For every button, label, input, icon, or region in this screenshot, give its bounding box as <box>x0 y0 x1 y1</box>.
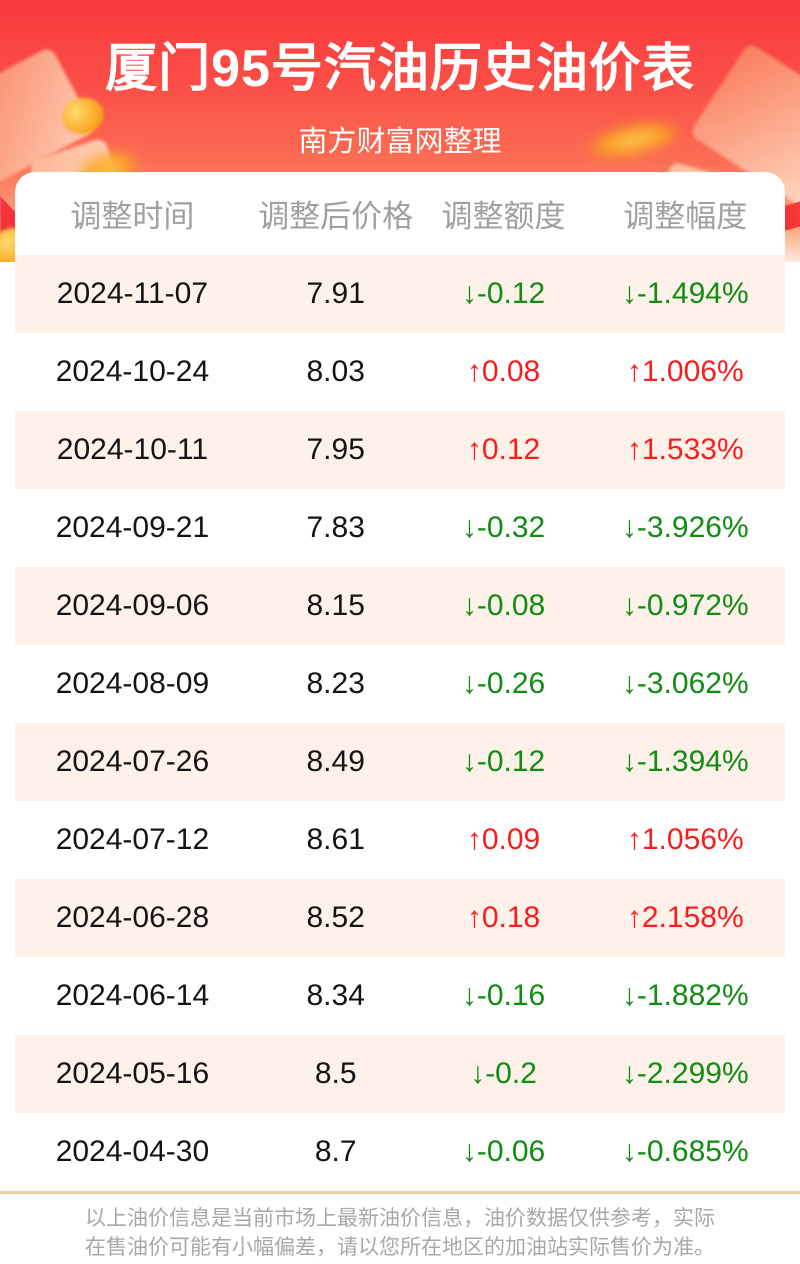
adjusted-price-cell: 7.83 <box>306 511 365 544</box>
adjust-amount-cell: ↓-0.32 <box>461 511 546 544</box>
disclaimer-line-1: 以上油价信息是当前市场上最新油价信息，油价数据仅供参考，实际 <box>85 1207 715 1230</box>
adjust-date-cell: 2024-10-24 <box>55 355 210 388</box>
column-header-adjust-time: 调整时间 <box>70 199 195 234</box>
disclaimer: 以上油价信息是当前市场上最新油价信息，油价数据仅供参考，实际 在售油价可能有小幅… <box>0 1204 800 1262</box>
adjusted-price-cell: 8.49 <box>306 745 365 778</box>
adjust-percent-cell: ↑2.158% <box>626 901 744 934</box>
adjust-amount-cell: ↓-0.08 <box>461 589 546 622</box>
adjust-date-cell: 2024-07-12 <box>55 823 210 856</box>
adjust-date-cell: 2024-04-30 <box>55 1135 210 1168</box>
adjusted-price-cell: 8.23 <box>306 667 365 700</box>
adjust-percent-cell: ↓-0.685% <box>621 1135 749 1168</box>
page-subtitle: 南方财富网整理 <box>298 126 502 158</box>
table-header-row: 调整时间 调整后价格 调整额度 调整幅度 <box>15 172 785 255</box>
adjusted-price-cell: 7.91 <box>306 277 365 310</box>
adjust-date-cell: 2024-06-14 <box>55 979 210 1012</box>
table-body: 2024-11-07 7.91 ↓-0.12 ↓-1.494% 2024-10-24 8.… <box>15 255 785 1191</box>
adjust-amount-cell: ↑0.18 <box>466 901 541 934</box>
adjust-amount-cell: ↓-0.06 <box>461 1135 546 1168</box>
column-header-adjust-amount: 调整额度 <box>441 199 566 234</box>
adjust-amount-cell: ↓-0.12 <box>461 745 546 778</box>
table-row: 2024-05-16 8.5 ↓-0.2 ↓-2.299% <box>15 1035 785 1113</box>
adjust-date-cell: 2024-06-28 <box>55 901 210 934</box>
adjust-date-cell: 2024-10-11 <box>56 433 209 466</box>
footer-divider <box>0 1191 800 1194</box>
column-header-adjust-percent: 调整幅度 <box>623 199 748 234</box>
adjusted-price-cell: 8.61 <box>306 823 365 856</box>
adjust-percent-cell: ↓-1.394% <box>621 745 749 778</box>
adjust-amount-cell: ↓-0.26 <box>461 667 546 700</box>
adjust-amount-cell: ↓-0.16 <box>461 979 546 1012</box>
adjust-amount-cell: ↑0.08 <box>466 355 541 388</box>
page-title: 厦门95号汽油历史油价表 <box>105 40 695 98</box>
table-row: 2024-09-21 7.83 ↓-0.32 ↓-3.926% <box>15 489 785 567</box>
adjust-percent-cell: ↓-3.062% <box>621 667 749 700</box>
adjust-date-cell: 2024-11-07 <box>56 277 209 310</box>
adjusted-price-cell: 8.7 <box>314 1135 357 1168</box>
adjusted-price-cell: 8.15 <box>306 589 365 622</box>
adjust-amount-cell: ↓-0.2 <box>470 1057 537 1090</box>
adjusted-price-cell: 8.03 <box>306 355 365 388</box>
disclaimer-line-2: 在售油价可能有小幅偏差，请以您所在地区的加油站实际售价为准。 <box>85 1236 715 1259</box>
table-row: 2024-06-14 8.34 ↓-0.16 ↓-1.882% <box>15 957 785 1035</box>
table-row: 2024-10-11 7.95 ↑0.12 ↑1.533% <box>15 411 785 489</box>
table-row: 2024-08-09 8.23 ↓-0.26 ↓-3.062% <box>15 645 785 723</box>
adjust-percent-cell: ↓-0.972% <box>621 589 749 622</box>
adjusted-price-cell: 8.52 <box>306 901 365 934</box>
adjust-amount-cell: ↑0.12 <box>466 433 541 466</box>
adjust-date-cell: 2024-09-21 <box>55 511 210 544</box>
table-row: 2024-11-07 7.91 ↓-0.12 ↓-1.494% <box>15 255 785 333</box>
adjust-amount-cell: ↑0.09 <box>466 823 541 856</box>
adjust-percent-cell: ↓-3.926% <box>621 511 749 544</box>
table-row: 2024-10-24 8.03 ↑0.08 ↑1.006% <box>15 333 785 411</box>
adjusted-price-cell: 7.95 <box>306 433 365 466</box>
table-row: 2024-07-26 8.49 ↓-0.12 ↓-1.394% <box>15 723 785 801</box>
column-header-adjusted-price: 调整后价格 <box>258 199 414 234</box>
table-row: 2024-04-30 8.7 ↓-0.06 ↓-0.685% <box>15 1113 785 1191</box>
adjust-date-cell: 2024-07-26 <box>55 745 210 778</box>
adjust-percent-cell: ↓-1.882% <box>621 979 749 1012</box>
table-row: 2024-07-12 8.61 ↑0.09 ↑1.056% <box>15 801 785 879</box>
adjusted-price-cell: 8.34 <box>306 979 365 1012</box>
adjust-percent-cell: ↓-1.494% <box>621 277 749 310</box>
table-row: 2024-06-28 8.52 ↑0.18 ↑2.158% <box>15 879 785 957</box>
adjusted-price-cell: 8.5 <box>314 1057 357 1090</box>
adjust-percent-cell: ↓-2.299% <box>621 1057 749 1090</box>
adjust-date-cell: 2024-09-06 <box>55 589 210 622</box>
adjust-amount-cell: ↓-0.12 <box>461 277 546 310</box>
adjust-percent-cell: ↑1.056% <box>626 823 744 856</box>
table-row: 2024-09-06 8.15 ↓-0.08 ↓-0.972% <box>15 567 785 645</box>
adjust-date-cell: 2024-05-16 <box>55 1057 210 1090</box>
price-table-card: 调整时间 调整后价格 调整额度 调整幅度 2024-11-07 7.91 ↓-0.1… <box>15 172 785 1191</box>
adjust-date-cell: 2024-08-09 <box>55 667 210 700</box>
adjust-percent-cell: ↑1.533% <box>626 433 744 466</box>
adjust-percent-cell: ↑1.006% <box>626 355 744 388</box>
